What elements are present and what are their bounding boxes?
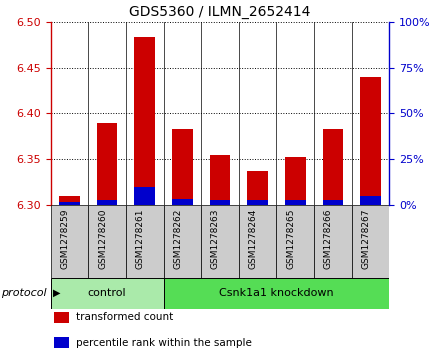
Bar (209, 155, 231, 205)
Text: GSM1278266: GSM1278266 (324, 209, 333, 269)
Bar (54, 311, 69, 323)
Title: GDS5360 / ILMN_2652414: GDS5360 / ILMN_2652414 (129, 5, 311, 19)
Bar (239, 205, 276, 278)
Bar (134, 187, 155, 205)
Bar (360, 196, 381, 205)
Bar (51, 278, 164, 309)
Bar (88, 205, 126, 278)
Bar (201, 205, 239, 278)
Bar (164, 278, 389, 309)
Bar (352, 205, 389, 278)
Bar (126, 205, 164, 278)
Text: control: control (88, 288, 126, 298)
Text: percentile rank within the sample: percentile rank within the sample (76, 338, 252, 348)
Bar (276, 205, 314, 278)
Bar (54, 337, 69, 348)
Text: ▶: ▶ (53, 288, 60, 298)
Bar (323, 129, 343, 205)
Bar (314, 205, 352, 278)
Bar (247, 200, 268, 205)
Text: transformed count: transformed count (76, 312, 173, 322)
Bar (172, 199, 193, 205)
Text: GSM1278264: GSM1278264 (249, 209, 258, 269)
Bar (59, 202, 80, 205)
Bar (285, 158, 306, 205)
Bar (360, 77, 381, 205)
Text: GSM1278259: GSM1278259 (60, 209, 70, 269)
Text: Csnk1a1 knockdown: Csnk1a1 knockdown (219, 288, 334, 298)
Bar (134, 37, 155, 205)
Text: protocol: protocol (0, 288, 46, 298)
Bar (209, 200, 231, 205)
Bar (51, 205, 88, 278)
Bar (97, 123, 117, 205)
Bar (172, 129, 193, 205)
Text: GSM1278267: GSM1278267 (362, 209, 370, 269)
Bar (164, 205, 201, 278)
Bar (59, 196, 80, 205)
Bar (247, 171, 268, 205)
Bar (323, 200, 343, 205)
Text: GSM1278265: GSM1278265 (286, 209, 295, 269)
Bar (285, 200, 306, 205)
Text: GSM1278262: GSM1278262 (173, 209, 182, 269)
Text: GSM1278260: GSM1278260 (98, 209, 107, 269)
Text: GSM1278261: GSM1278261 (136, 209, 145, 269)
Text: GSM1278263: GSM1278263 (211, 209, 220, 269)
Bar (97, 200, 117, 205)
